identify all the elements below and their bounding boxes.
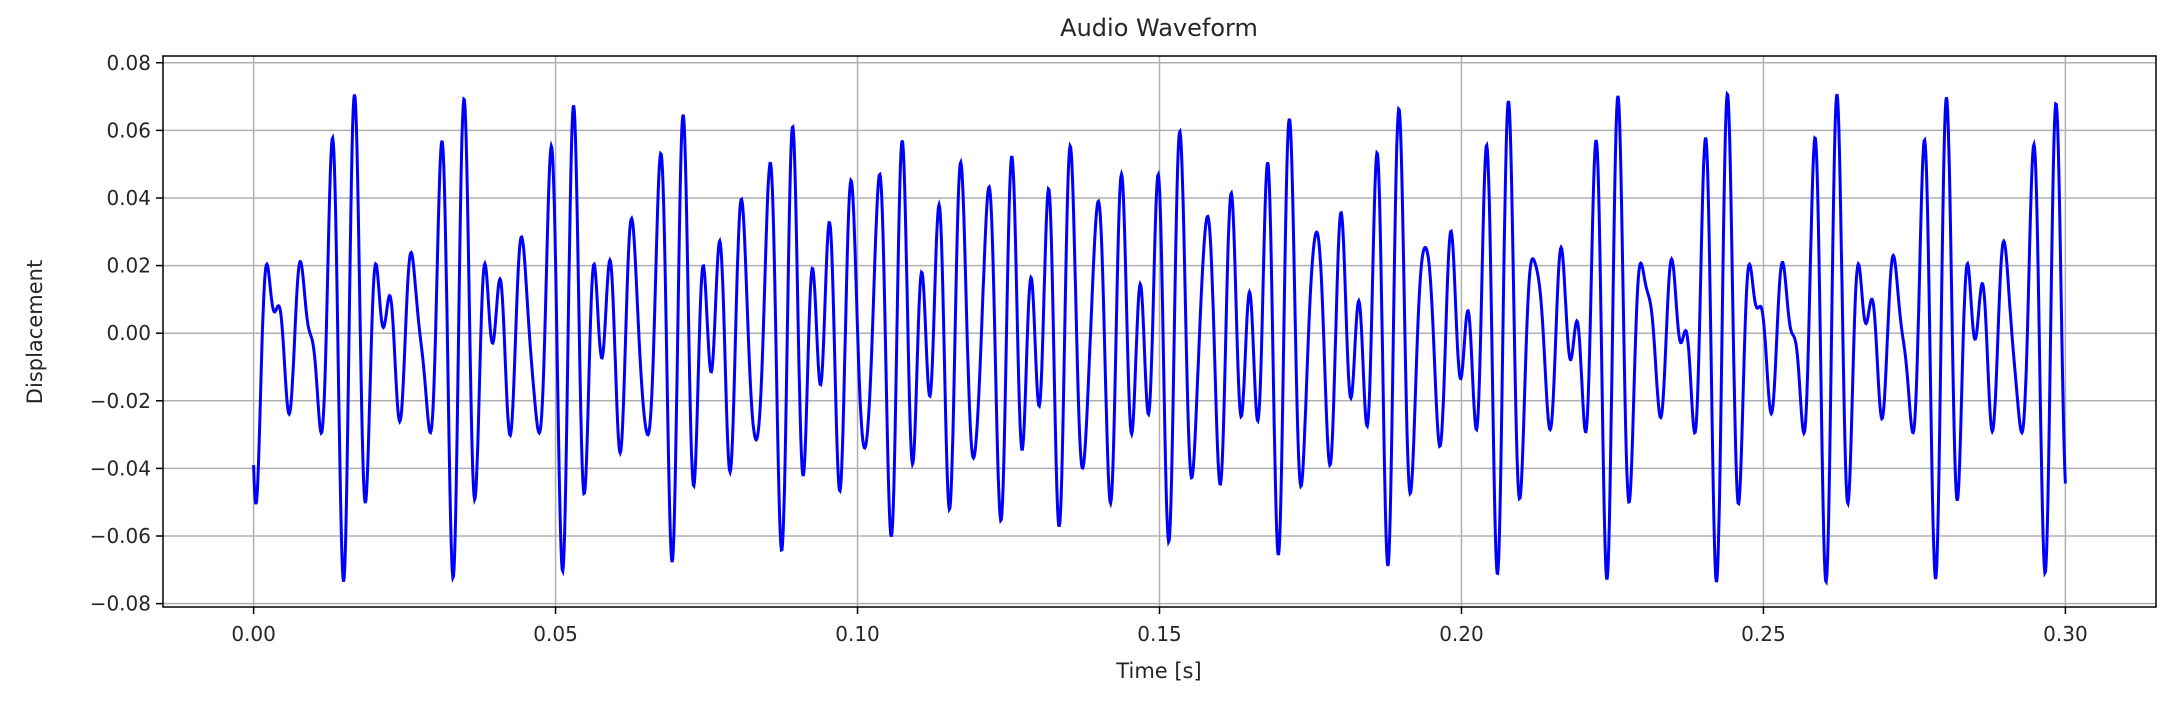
- y-tick-label: 0.08: [106, 51, 151, 75]
- x-axis-label: Time [s]: [1115, 659, 1201, 683]
- waveform-line: [252, 90, 2067, 586]
- x-tick-label: 0.10: [835, 622, 880, 646]
- x-tick-label: 0.05: [533, 622, 578, 646]
- y-tick-label: −0.04: [90, 456, 151, 480]
- y-tick-label: 0.04: [106, 186, 151, 210]
- y-tick-label: 0.02: [106, 254, 151, 278]
- y-tick-label: −0.02: [90, 389, 151, 413]
- x-tick-label: 0.15: [1137, 622, 1182, 646]
- x-tick-label: 0.25: [1741, 622, 1786, 646]
- y-tick-label: −0.06: [90, 524, 151, 548]
- y-tick-label: 0.06: [106, 118, 151, 142]
- waveform-line-layer: [252, 90, 2067, 586]
- ticks: 0.00 0.05 0.10 0.15 0.20 0.25 0.30 0.08 0.06 0.04…: [90, 51, 2088, 646]
- chart-title: Audio Waveform: [1060, 14, 1258, 42]
- x-tick-label: 0.20: [1439, 622, 1484, 646]
- y-axis-label: Displacement: [23, 260, 47, 404]
- x-tick-label: 0.30: [2043, 622, 2088, 646]
- x-tick-label: 0.00: [231, 622, 276, 646]
- y-tick-label: 0.00: [106, 321, 151, 345]
- y-tick-label: −0.08: [90, 592, 151, 616]
